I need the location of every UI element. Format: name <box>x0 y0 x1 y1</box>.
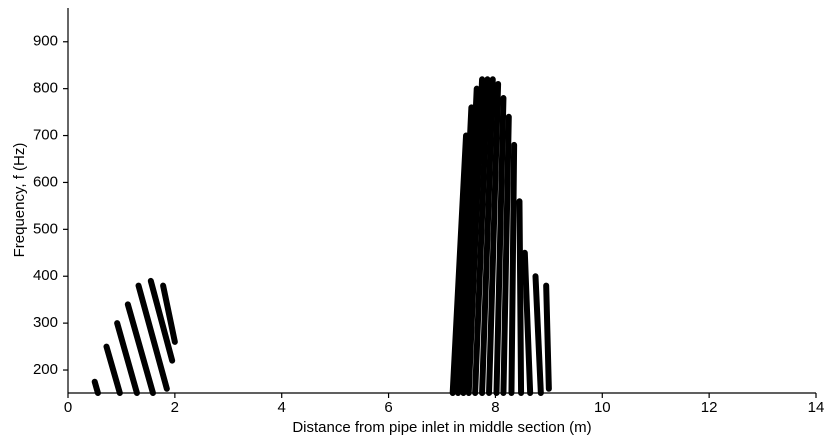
y-tick-label: 700 <box>33 127 58 144</box>
x-tick-label: 4 <box>278 399 286 416</box>
stripe <box>479 76 496 396</box>
y-tick-label: 400 <box>33 267 58 284</box>
stripe <box>521 249 534 396</box>
y-axis-label: Frequency, f (Hz) <box>11 143 28 258</box>
stripe <box>135 282 170 392</box>
x-tick-label: 6 <box>384 399 392 416</box>
stripe <box>114 320 140 396</box>
y-tick-label: 300 <box>33 314 58 331</box>
x-tick-label: 10 <box>594 399 611 416</box>
x-axis-label: Distance from pipe inlet in middle secti… <box>292 419 591 436</box>
stripe <box>455 104 475 396</box>
stripe <box>508 141 518 396</box>
stripe <box>449 132 470 396</box>
y-tick-label: 600 <box>33 173 58 190</box>
y-tick-label: 900 <box>33 33 58 50</box>
stripe <box>460 85 480 396</box>
y-tick-label: 200 <box>33 361 58 378</box>
stripe <box>543 282 552 392</box>
stripe <box>472 76 491 396</box>
x-tick-label: 12 <box>701 399 718 416</box>
stripe <box>124 301 156 396</box>
stripe <box>91 378 101 396</box>
stripe <box>516 198 525 396</box>
stripe <box>500 113 512 396</box>
stripe <box>103 343 123 396</box>
y-tick-label: 800 <box>33 80 58 97</box>
stripe <box>465 76 486 396</box>
stripe <box>160 282 178 345</box>
x-tick-label: 0 <box>64 399 72 416</box>
x-tick-label: 8 <box>491 399 499 416</box>
x-tick-label: 14 <box>808 399 825 416</box>
stripe <box>532 273 544 396</box>
stripe <box>147 277 176 364</box>
stripe <box>493 95 507 396</box>
x-tick-label: 2 <box>171 399 179 416</box>
stripe <box>486 80 502 396</box>
y-tick-label: 500 <box>33 220 58 237</box>
